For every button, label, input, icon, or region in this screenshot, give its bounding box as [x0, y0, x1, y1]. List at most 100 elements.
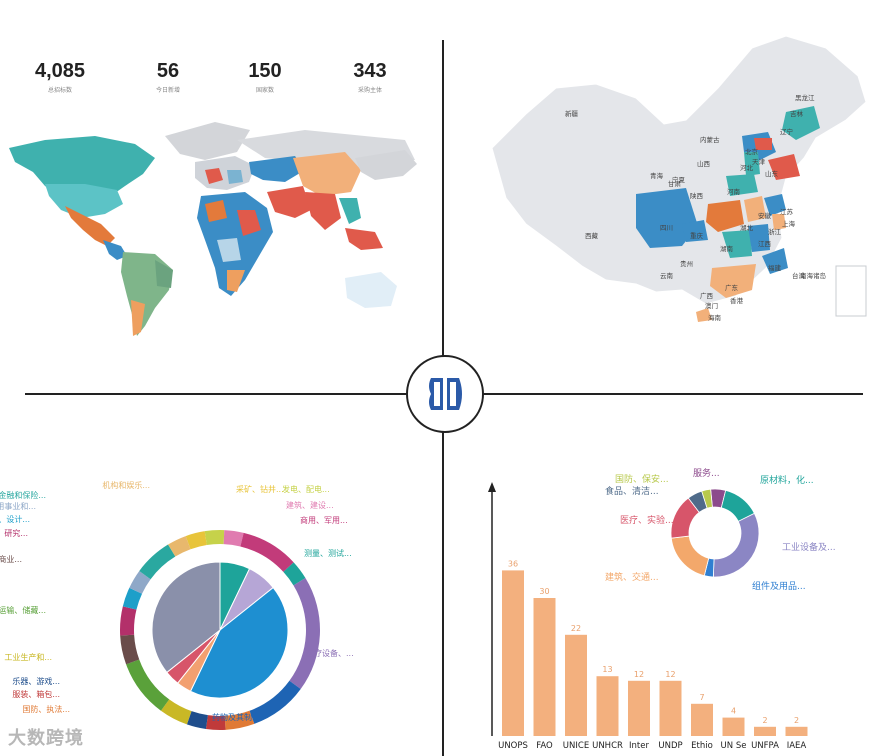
province-label: 山东	[765, 170, 778, 178]
province-label: 贵州	[680, 260, 693, 268]
bar-value-label: 2	[762, 716, 767, 725]
bar-category-label: UNDP	[658, 741, 682, 751]
bar[interactable]	[502, 570, 524, 736]
bar[interactable]	[533, 598, 556, 736]
province-label: 湖北	[740, 224, 753, 232]
bar[interactable]	[628, 680, 650, 736]
province-label: 新疆	[565, 110, 578, 118]
province-label: 西藏	[585, 232, 598, 240]
bar-value-label: 7	[699, 693, 704, 702]
donut-label: 建筑、交通...	[605, 571, 659, 583]
province-label: 江苏	[780, 208, 793, 216]
bar[interactable]	[722, 717, 745, 736]
donut-segment[interactable]	[129, 570, 151, 594]
donut-label: 国防、执法...	[22, 704, 70, 714]
stat-value: 56	[156, 60, 180, 82]
bar[interactable]	[691, 703, 713, 736]
bars-group: 36UNOPS30FAO22UNICE13UNHCR12Inter12UNDP7…	[498, 559, 808, 751]
pie-slice[interactable]	[151, 561, 221, 674]
donut-segment[interactable]	[283, 562, 306, 586]
province-label: 澳门	[705, 302, 718, 310]
y-axis-arrow-icon	[488, 482, 496, 492]
donut-label: 工程、研究...	[0, 528, 28, 538]
donut-label: 工业生产和...	[4, 652, 52, 662]
donut-segment[interactable]	[223, 530, 244, 547]
province-label: 广东	[725, 284, 738, 292]
province-label: 海南	[708, 314, 721, 322]
donut-label: 商用、军用...	[300, 515, 348, 525]
province-label: 天津	[752, 158, 765, 166]
province-label: 河南	[727, 188, 740, 196]
donut-label: 原材料，化...	[760, 474, 814, 486]
stat-value: 150	[248, 60, 282, 82]
donut-segment[interactable]	[186, 711, 208, 730]
province-label: 内蒙古	[700, 136, 720, 144]
donut-segment[interactable]	[168, 536, 191, 557]
province-label: 甘肃	[668, 180, 681, 188]
bar-value-label: 30	[539, 587, 549, 596]
bar-category-label: UNFPA	[751, 741, 779, 751]
province-label: 安徽	[758, 212, 771, 220]
bar-value-label: 22	[571, 624, 581, 633]
donut-label: 测量、测试...	[304, 548, 352, 558]
province-label: 台湾	[792, 272, 805, 280]
donut-segment[interactable]	[160, 699, 192, 725]
donut-segment[interactable]	[126, 659, 170, 711]
bar[interactable]	[659, 680, 682, 736]
donut-segment[interactable]	[249, 680, 301, 724]
center-logo	[406, 355, 484, 433]
donut-segment[interactable]	[122, 587, 143, 610]
donut-label: 国防、保安...	[615, 473, 669, 485]
china-map	[491, 35, 867, 322]
donut-segment[interactable]	[205, 715, 226, 730]
bar[interactable]	[785, 726, 808, 736]
bar[interactable]	[596, 676, 619, 736]
province-label: 云南	[660, 272, 673, 280]
bar-category-label: UNOPS	[498, 741, 528, 751]
world-map	[9, 122, 417, 336]
province-label: 重庆	[690, 232, 703, 240]
bar[interactable]	[754, 726, 776, 736]
stat-label: 采购主体	[357, 87, 382, 94]
donut-segment[interactable]	[204, 530, 225, 546]
bar-category-label: UNHCR	[592, 741, 623, 751]
watermark: 大数跨境	[8, 728, 84, 749]
province-label: 山西	[697, 160, 710, 168]
stat-countries: 150 国家数	[210, 60, 320, 94]
province-label: 黑龙江	[795, 94, 815, 102]
province-label: 湖南	[720, 245, 733, 253]
donut-label: 管理和商业...	[0, 554, 22, 564]
province-label: 陕西	[690, 192, 703, 200]
donut-segment[interactable]	[240, 532, 294, 572]
province-label: 香港	[730, 297, 743, 305]
bar-value-label: 12	[665, 670, 675, 679]
province-label: 四川	[660, 224, 673, 232]
bar-chart: 36UNOPS30FAO22UNICE13UNHCR12Inter12UNDP7…	[488, 482, 808, 751]
right-donut-ring	[670, 488, 760, 578]
stat-total: 4,085 总招标数	[5, 60, 115, 94]
stat-label: 国家数	[255, 87, 274, 94]
bar-category-label: IAEA	[787, 741, 807, 751]
left-donut-chart: 采矿、钻井...发电、配电... 建筑、建设... 商用、军用... 测量、测试...…	[0, 480, 354, 730]
province-label: 江西	[758, 240, 771, 248]
logo-mark-icon	[429, 378, 462, 410]
bar-value-label: 13	[602, 665, 612, 674]
province-label: 吉林	[790, 110, 803, 118]
donut-segment[interactable]	[120, 606, 137, 636]
bar-value-label: 36	[508, 559, 518, 568]
donut-segment[interactable]	[139, 544, 176, 580]
donut-segment[interactable]	[701, 488, 713, 509]
donut-label: 服务...	[693, 467, 720, 479]
bar-category-label: UN Se	[721, 741, 747, 751]
donut-segment[interactable]	[224, 710, 255, 730]
donut-segment[interactable]	[185, 531, 207, 550]
stat-today: 56 今日新增	[113, 60, 223, 94]
pie-slice[interactable]	[189, 586, 289, 699]
stat-label: 今日新增	[155, 87, 180, 94]
donut-segment[interactable]	[289, 578, 320, 690]
donut-segment[interactable]	[120, 634, 140, 665]
donut-label: 机构和娱乐...	[102, 480, 150, 490]
bar[interactable]	[565, 634, 587, 736]
stat-buyers: 343 采购主体	[315, 60, 425, 94]
donut-label: 建筑、建设...	[286, 500, 334, 510]
